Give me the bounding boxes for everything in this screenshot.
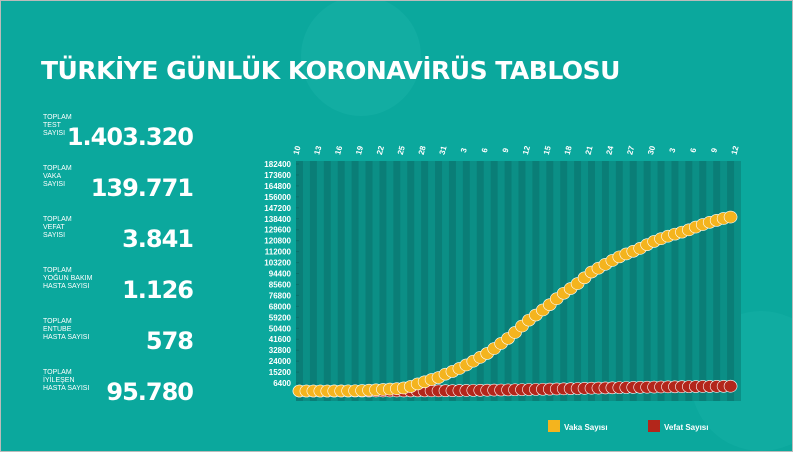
y-tick-label: 6400 — [273, 379, 291, 388]
stripe — [518, 161, 526, 401]
stripe — [323, 161, 331, 401]
y-tick-label: 112000 — [265, 248, 292, 257]
x-tick-label: 31 — [438, 144, 449, 155]
legend-label: Vefat Sayısı — [664, 423, 708, 432]
stat-value: 95.780 — [106, 378, 193, 406]
point — [723, 379, 738, 393]
stripe — [643, 161, 651, 401]
y-tick-label: 164800 — [264, 182, 291, 191]
x-tick-label: 16 — [333, 144, 344, 155]
stripe — [699, 161, 707, 401]
stat-value: 1.403.320 — [67, 123, 193, 151]
stripe — [546, 161, 554, 401]
stripe — [629, 161, 637, 401]
stripe — [448, 161, 456, 401]
x-tick-label: 21 — [584, 144, 595, 155]
x-tick-label: 12 — [521, 144, 532, 155]
stripe — [671, 161, 679, 401]
stripe — [296, 161, 303, 401]
stat-value: 3.841 — [122, 225, 193, 253]
stripe — [476, 161, 484, 401]
stat-label: TOPLAM VEFAT SAYISI — [43, 216, 72, 239]
legend-swatch — [548, 420, 560, 432]
y-tick-label: 173600 — [264, 171, 291, 180]
stripe — [727, 161, 735, 401]
x-tick-label: 19 — [354, 144, 365, 155]
x-tick-label: 6 — [688, 147, 698, 154]
y-tick-label: 50400 — [269, 324, 292, 333]
stats: TOPLAM TEST SAYISI 1.403.320 TOPLAM VAKA SAYIS… — [43, 114, 194, 406]
y-tick-label: 94400 — [269, 270, 292, 279]
y-tick-label: 41600 — [269, 335, 292, 344]
y-tick-label: 129600 — [264, 226, 291, 235]
legend-label: Vaka Sayısı — [564, 423, 608, 432]
x-tick-label: 3 — [459, 147, 469, 154]
y-tick-label: 138400 — [264, 215, 291, 224]
stripe — [309, 161, 317, 401]
y-tick-label: 76800 — [269, 291, 292, 300]
stat-value: 578 — [146, 327, 193, 355]
x-tick-label: 10 — [292, 144, 303, 155]
stat-value: 139.771 — [91, 174, 194, 202]
x-tick-label: 18 — [563, 144, 574, 155]
x-tick-label: 15 — [542, 144, 553, 155]
y-tick-label: 147200 — [264, 204, 291, 213]
stripe — [393, 161, 401, 401]
stripe — [421, 161, 429, 401]
x-tick-label: 13 — [312, 144, 323, 155]
stripe — [713, 161, 721, 401]
stripe — [435, 161, 443, 401]
stat-label: TOPLAM TEST SAYISI — [43, 114, 72, 137]
y-tick-label: 24000 — [269, 357, 292, 366]
stripe — [685, 161, 693, 401]
y-tick-label: 59200 — [269, 313, 292, 322]
stripe — [351, 161, 359, 401]
point — [723, 210, 738, 224]
x-tick-label: 9 — [709, 147, 719, 154]
x-tick-label: 24 — [604, 144, 615, 155]
stripe — [601, 161, 609, 401]
stripe — [532, 161, 540, 401]
legend-swatch — [648, 420, 660, 432]
x-tick-label: 3 — [668, 147, 678, 154]
y-tick-label: 15200 — [269, 368, 292, 377]
y-tick-label: 156000 — [264, 193, 291, 202]
x-tick-label: 22 — [375, 144, 386, 155]
x-tick-label: 28 — [417, 144, 428, 155]
x-tick-label: 6 — [480, 147, 490, 154]
stripe — [615, 161, 623, 401]
y-tick-label: 103200 — [264, 259, 291, 268]
x-tick-label: 9 — [501, 147, 511, 154]
y-tick-label: 68000 — [269, 302, 292, 311]
stripe — [462, 161, 470, 401]
decor — [301, 1, 421, 116]
stripe — [407, 161, 415, 401]
stripe — [379, 161, 387, 401]
y-tick-label: 182400 — [264, 160, 291, 169]
title: TÜRKİYE GÜNLÜK KORONAVİRÜS TABLOSU — [41, 55, 620, 85]
stripe — [490, 161, 498, 401]
stat-label: TOPLAM ENTUBE HASTA SAYISI — [43, 318, 89, 341]
stat-value: 1.126 — [122, 276, 193, 304]
stat-label: TOPLAM İYİLEŞEN HASTA SAYISI — [43, 369, 89, 392]
x-tick-label: 25 — [396, 144, 407, 155]
y-tick-label: 120800 — [264, 237, 291, 246]
stat-label: TOPLAM YOĞUN BAKIM HASTA SAYISI — [43, 267, 93, 290]
stripe — [365, 161, 373, 401]
x-tick-label: 12 — [730, 144, 741, 155]
x-tick-label: 30 — [646, 144, 657, 155]
stripe — [560, 161, 568, 401]
y-tick-label: 32800 — [269, 346, 292, 355]
y-tick-label: 85600 — [269, 280, 292, 289]
stat-label: TOPLAM VAKA SAYISI — [43, 165, 72, 188]
x-tick-label: 27 — [625, 144, 636, 155]
stripe — [504, 161, 512, 401]
stripe — [588, 161, 595, 401]
chart: 10 13 16 19 22 25 28 31 3 6 9 12 15 18 21 24 27 30 3 6 9 12 64… — [264, 144, 741, 432]
stripe — [337, 161, 345, 401]
stripe — [657, 161, 665, 401]
